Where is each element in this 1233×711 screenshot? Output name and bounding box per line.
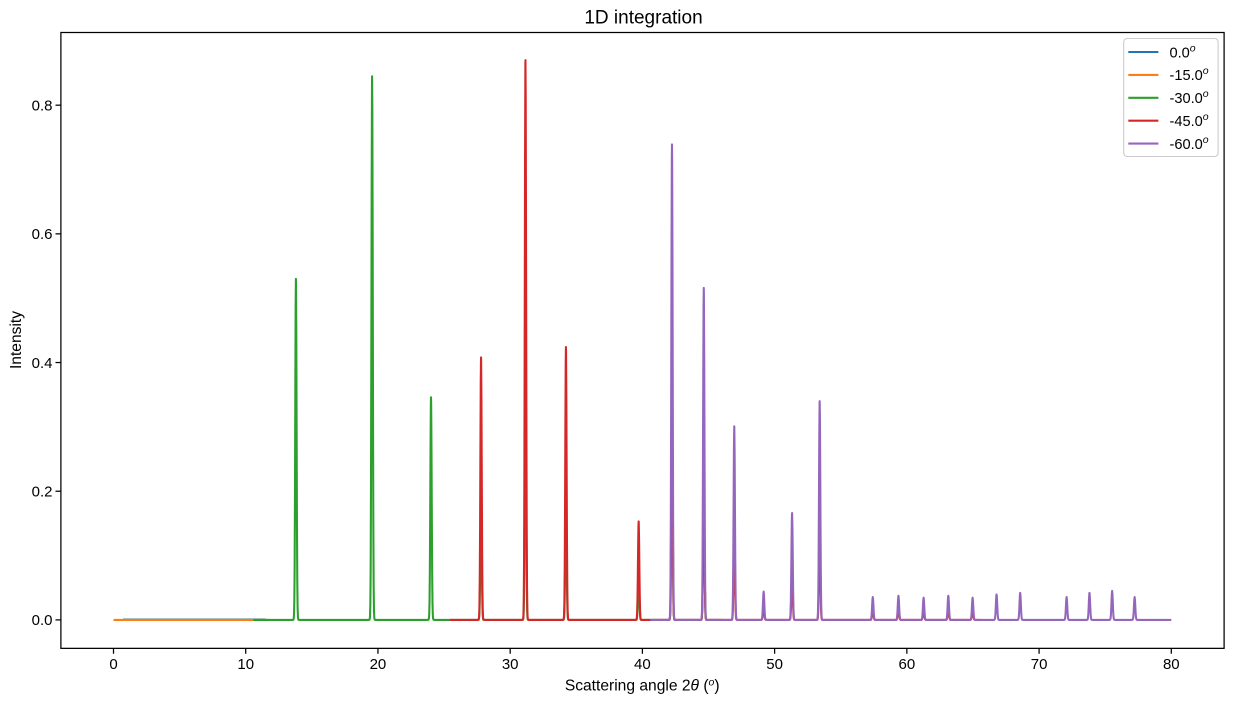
svg-text:-15.0o: -15.0o	[1170, 65, 1209, 84]
svg-text:40: 40	[634, 656, 651, 673]
svg-text:70: 70	[1031, 656, 1048, 673]
svg-text:0.4: 0.4	[32, 355, 53, 372]
svg-text:80: 80	[1163, 656, 1180, 673]
svg-text:-45.0o: -45.0o	[1170, 111, 1209, 130]
svg-text:-60.0o: -60.0o	[1170, 134, 1209, 153]
svg-text:0.8: 0.8	[32, 98, 53, 115]
svg-text:-30.0o: -30.0o	[1170, 88, 1209, 107]
svg-text:0.2: 0.2	[32, 484, 53, 501]
svg-text:20: 20	[370, 656, 387, 673]
svg-text:0.0o: 0.0o	[1170, 42, 1196, 61]
svg-text:1D integration: 1D integration	[584, 7, 702, 28]
svg-text:60: 60	[899, 656, 916, 673]
svg-text:10: 10	[237, 656, 254, 673]
svg-text:0.6: 0.6	[32, 226, 53, 243]
svg-text:50: 50	[766, 656, 783, 673]
svg-text:Scattering angle 2θ (o): Scattering angle 2θ (o)	[565, 676, 720, 694]
svg-text:Intensity: Intensity	[8, 311, 25, 369]
svg-text:0: 0	[109, 656, 117, 673]
svg-text:0.0: 0.0	[32, 612, 53, 629]
svg-text:30: 30	[502, 656, 519, 673]
